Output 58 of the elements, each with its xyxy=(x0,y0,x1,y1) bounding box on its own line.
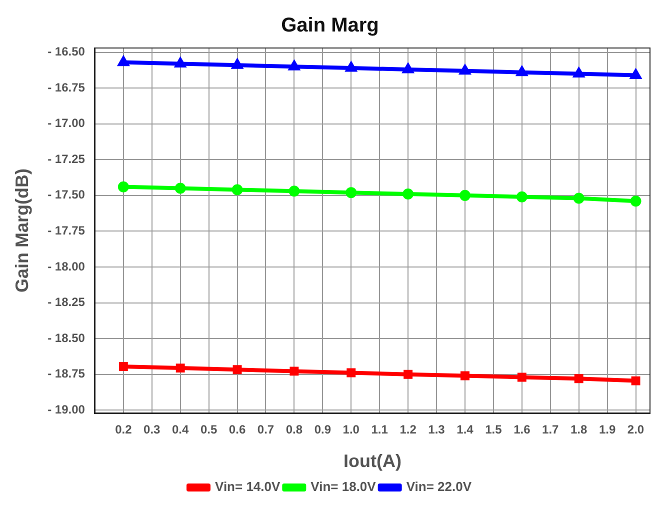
point xyxy=(460,371,470,380)
y-tick-label: - 16.75 xyxy=(48,80,86,94)
x-tick-label: 0.6 xyxy=(228,422,246,437)
x-tick-label: 1.2 xyxy=(400,422,417,437)
point xyxy=(176,364,185,373)
x-tick-label: 0.8 xyxy=(286,422,303,437)
x-tick-label: 1.5 xyxy=(485,422,502,437)
x-tick-label: 0.4 xyxy=(172,422,190,437)
chart-title: Gain Marg xyxy=(281,14,379,37)
point xyxy=(118,362,128,371)
x-tick-label: 0.2 xyxy=(115,422,132,437)
y-tick-label: - 18.75 xyxy=(48,366,86,381)
x-tick-label: 1.1 xyxy=(371,422,388,437)
point xyxy=(403,64,414,74)
point xyxy=(459,190,470,201)
x-tick-label: 0.5 xyxy=(200,422,218,437)
x-tick-label: 2.0 xyxy=(627,422,644,437)
x-tick-label: 1.7 xyxy=(542,422,560,437)
x-tick-label: 0.9 xyxy=(314,422,332,437)
point xyxy=(290,366,299,376)
x-tick-label: 0.3 xyxy=(144,422,161,437)
x-tick-label: 0.7 xyxy=(257,422,274,437)
point xyxy=(630,196,642,207)
point xyxy=(346,187,357,198)
x-tick-label: 1.9 xyxy=(598,422,616,437)
y-tick-label: - 18.50 xyxy=(48,330,86,345)
legend-label: Vin= 18.0V xyxy=(310,479,376,494)
x-tick-label: 1.4 xyxy=(456,422,474,437)
x-axis-title: Iout(A) xyxy=(343,451,402,472)
point xyxy=(174,182,186,194)
point xyxy=(516,191,528,202)
y-tick-label: - 16.50 xyxy=(48,44,86,59)
x-tick-label: 1.8 xyxy=(570,422,588,437)
legend-label: Vin= 22.0V xyxy=(406,479,472,494)
y-tick-label: - 17.50 xyxy=(48,188,86,202)
x-tick-label: 1.6 xyxy=(514,422,531,437)
point xyxy=(573,192,584,204)
y-tick-label: - 17.75 xyxy=(48,224,86,238)
y-tick-label: - 17.00 xyxy=(48,116,86,130)
point xyxy=(631,376,640,386)
point xyxy=(460,65,470,75)
y-axis-title: Gain Marg(dB) xyxy=(12,168,32,292)
point xyxy=(404,370,413,379)
point xyxy=(232,365,242,374)
point xyxy=(402,188,414,200)
x-tick-label: 1.0 xyxy=(342,422,360,437)
point xyxy=(346,368,356,378)
y-tick-label: - 17.25 xyxy=(48,152,86,166)
y-tick-label: - 18.00 xyxy=(48,259,86,274)
point xyxy=(118,181,129,192)
x-tick-label: 1.3 xyxy=(428,422,446,437)
y-tick-label: - 18.25 xyxy=(48,295,86,310)
point xyxy=(574,374,584,384)
point xyxy=(232,184,243,196)
y-tick-label: - 19.00 xyxy=(48,402,86,416)
legend-label: Vin= 14.0V xyxy=(215,479,280,494)
point xyxy=(517,372,526,382)
point xyxy=(288,186,300,197)
